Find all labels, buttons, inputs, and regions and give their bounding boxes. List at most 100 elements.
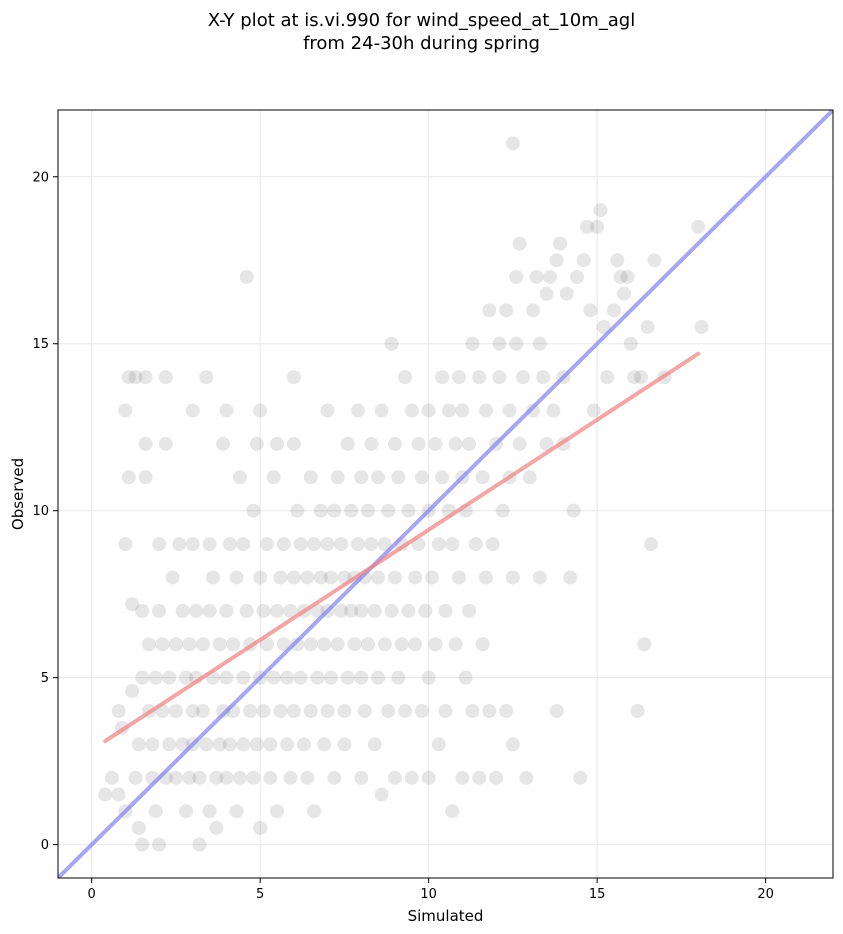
data-point-68 [212,737,227,752]
data-point-204 [414,704,429,719]
data-point-271 [536,370,551,385]
data-point-25 [145,737,160,752]
data-point-60 [199,370,214,385]
data-point-93 [249,737,264,752]
data-point-30 [152,537,167,552]
data-point-250 [492,336,507,351]
data-point-59 [199,737,214,752]
data-point-265 [522,470,537,485]
data-point-136 [310,603,325,618]
data-point-114 [280,737,295,752]
x-tick-label-0: 0 [88,887,96,902]
data-point-212 [428,637,443,652]
chart-title-line-2: from 24-30h during spring [303,33,540,54]
data-point-309 [694,320,709,335]
data-point-171 [361,503,375,518]
data-point-239 [472,370,487,385]
data-point-27 [148,670,163,685]
data-point-206 [418,603,433,618]
data-point-245 [482,704,497,719]
data-point-214 [431,537,446,552]
data-point-182 [377,537,392,552]
data-point-166 [354,603,369,618]
data-point-61 [202,804,217,819]
data-point-100 [256,704,271,719]
data-point-305 [644,537,659,552]
data-point-77 [222,537,237,552]
data-point-2 [111,787,126,802]
data-point-288 [583,303,598,318]
data-point-181 [377,637,392,652]
data-point-227 [451,370,466,385]
data-point-0 [98,787,113,802]
data-point-207 [421,770,436,785]
data-point-286 [576,253,591,268]
data-point-283 [566,503,581,518]
y-axis-ticks: 0 5 10 15 20 [32,170,58,853]
data-point-237 [468,537,483,552]
x-tick-label-4: 20 [757,887,774,902]
data-point-94 [249,436,264,451]
data-point-1 [104,770,119,785]
data-point-119 [286,570,301,585]
data-point-225 [448,637,463,652]
data-point-105 [266,670,281,685]
data-point-72 [219,770,234,785]
data-point-111 [273,570,288,585]
data-point-222 [445,804,460,819]
data-point-132 [303,470,318,485]
data-point-278 [553,236,568,251]
data-point-276 [549,704,564,719]
data-point-205 [414,470,429,485]
data-point-272 [539,286,554,301]
data-point-76 [222,737,237,752]
data-point-294 [606,303,621,318]
data-point-163 [350,403,365,418]
data-point-287 [580,219,595,234]
data-point-198 [404,770,419,785]
data-point-18 [135,603,150,618]
data-point-71 [216,436,231,451]
data-point-135 [310,670,325,685]
data-point-188 [387,570,402,585]
data-point-170 [361,637,375,652]
data-point-7 [118,403,133,418]
data-point-65 [206,570,220,585]
data-point-149 [330,637,345,652]
data-point-13 [128,770,143,785]
data-point-92 [246,503,261,518]
data-point-249 [492,370,507,385]
data-point-301 [630,704,645,719]
data-point-233 [462,603,477,618]
data-point-48 [182,637,197,652]
data-point-38 [165,570,180,585]
data-point-297 [617,286,632,301]
data-point-197 [401,503,416,518]
data-point-141 [320,704,335,719]
data-point-216 [435,470,450,485]
data-point-70 [216,704,231,719]
data-point-152 [334,537,349,552]
data-point-130 [303,704,318,719]
data-point-139 [317,737,332,752]
data-point-124 [293,670,308,685]
data-point-156 [340,670,355,685]
data-point-165 [354,670,369,685]
fit-line [103,351,701,744]
data-point-202 [411,436,426,451]
data-point-167 [354,470,369,485]
data-point-246 [485,537,500,552]
x-tick-label-2: 10 [420,887,437,902]
data-point-131 [303,637,318,652]
data-point-137 [313,570,328,585]
data-point-91 [246,770,261,785]
data-point-151 [334,603,349,618]
scatter-points [98,136,709,852]
data-point-244 [482,303,497,318]
data-point-133 [307,804,322,819]
y-tick-label-2: 10 [32,504,49,519]
data-point-235 [465,704,480,719]
data-point-219 [438,603,453,618]
data-point-213 [428,436,443,451]
data-point-175 [367,737,382,752]
